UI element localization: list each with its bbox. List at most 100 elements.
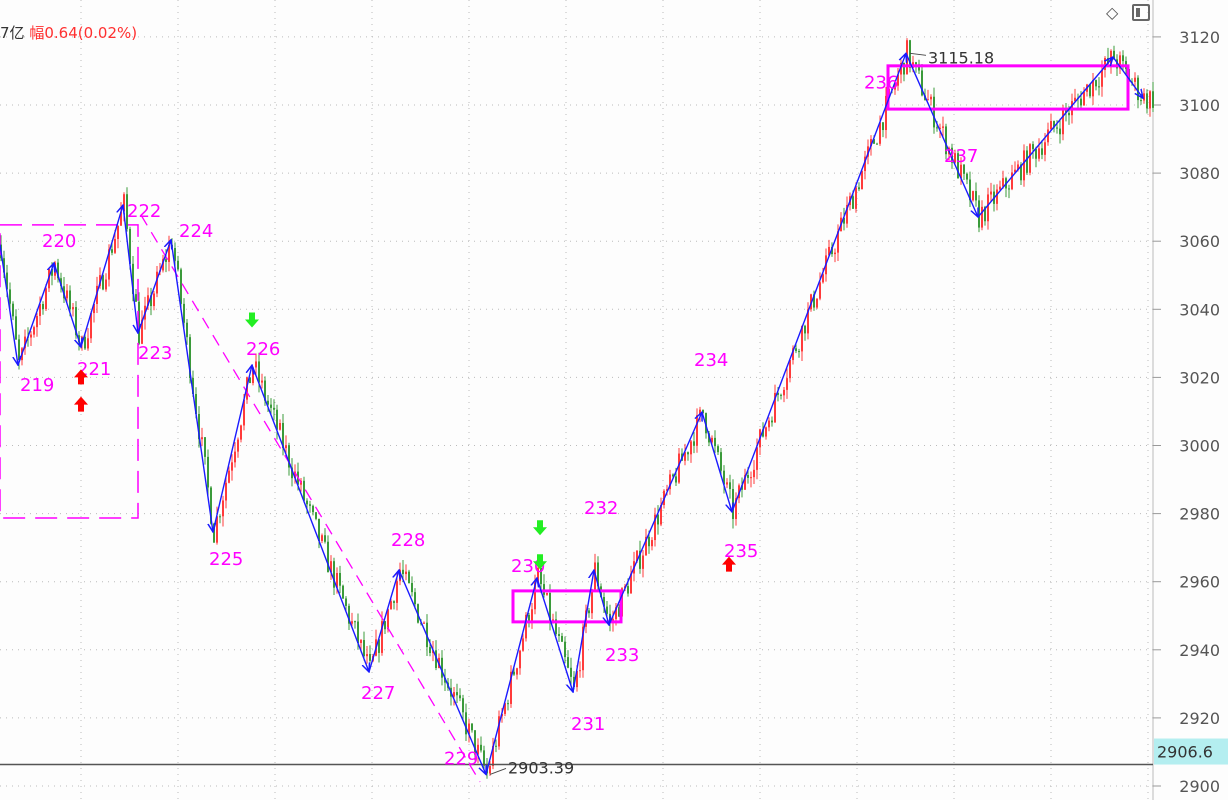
- candle-body: [717, 446, 719, 453]
- zigzag-segment: [977, 57, 1113, 218]
- candle-body: [777, 392, 779, 395]
- candle-body: [981, 206, 983, 228]
- candle-body: [441, 657, 443, 678]
- candle-body: [771, 420, 773, 423]
- candle-body: [1020, 164, 1022, 181]
- candle-body: [408, 571, 410, 584]
- candle-body: [327, 541, 329, 573]
- candle-body: [39, 303, 41, 317]
- candle-body: [294, 471, 296, 479]
- candle-body: [984, 206, 986, 222]
- candle-body: [1122, 55, 1124, 62]
- candle-body: [528, 614, 530, 623]
- candle-body: [201, 437, 203, 440]
- candle-body: [1152, 91, 1154, 108]
- candle-body: [156, 271, 158, 294]
- zigzag-segment: [122, 205, 138, 333]
- candle-body: [846, 204, 848, 224]
- candle-body: [597, 562, 599, 587]
- candle-body: [186, 322, 188, 338]
- candle-body: [309, 504, 311, 506]
- candle-body: [1026, 150, 1028, 173]
- candle-body: [918, 64, 920, 71]
- candle-body: [126, 194, 128, 229]
- candle-body: [453, 692, 455, 697]
- y-tick-label: 2960: [1179, 573, 1220, 592]
- candle-body: [69, 290, 71, 310]
- candle-body: [813, 294, 815, 308]
- candle-body: [996, 189, 998, 204]
- zigzag-segment: [53, 262, 81, 347]
- price-box: [0, 224, 139, 519]
- candle-body: [342, 585, 344, 599]
- y-tick-label: 3060: [1179, 232, 1220, 251]
- candle-body: [177, 260, 179, 270]
- candle-body: [312, 505, 314, 513]
- candle-body: [921, 70, 923, 96]
- candle-body: [492, 745, 494, 767]
- pivot-label: 234: [694, 350, 728, 371]
- candle-body: [816, 298, 818, 308]
- candle-body: [318, 518, 320, 542]
- zigzag-segment: [572, 570, 594, 693]
- candle-body: [570, 667, 572, 677]
- candle-body: [369, 654, 371, 661]
- candle-body: [537, 567, 539, 583]
- pivot-label: 219: [20, 375, 54, 396]
- candle-body: [273, 407, 275, 410]
- candle-body: [57, 262, 59, 279]
- y-tick-label: 2940: [1179, 641, 1220, 660]
- zigzag-segment: [398, 569, 486, 774]
- candle-body: [411, 583, 413, 593]
- candle-body: [33, 327, 35, 335]
- candle-body: [540, 567, 542, 585]
- candle-body: [351, 621, 353, 624]
- zigzag-segment: [212, 365, 252, 533]
- candle-body: [555, 619, 557, 635]
- candle-body: [723, 470, 725, 485]
- candle-body: [558, 634, 560, 636]
- candle-body: [108, 249, 110, 280]
- candle-body: [951, 147, 953, 163]
- candle-body: [1074, 97, 1076, 102]
- candle-body: [45, 288, 47, 310]
- candle-body: [423, 622, 425, 624]
- candle-body: [270, 404, 272, 408]
- candle-body: [429, 647, 431, 653]
- candle-body: [462, 698, 464, 713]
- candle-body: [75, 307, 77, 336]
- candle-body: [858, 187, 860, 190]
- candle-body: [606, 606, 608, 614]
- candle-body: [513, 671, 515, 675]
- candle-body: [321, 535, 323, 542]
- candle-body: [669, 474, 671, 490]
- candle-body: [498, 716, 500, 747]
- candle-body: [189, 337, 191, 378]
- candle-body: [393, 601, 395, 603]
- candle-body: [741, 485, 743, 490]
- zigzag-segment: [593, 569, 609, 625]
- extreme-leader: [909, 52, 927, 56]
- pivot-label: 220: [42, 231, 76, 252]
- candle-body: [936, 127, 938, 129]
- candle-body: [207, 456, 209, 488]
- candle-body: [582, 626, 584, 671]
- candle-body: [990, 191, 992, 195]
- zigzag-segment: [731, 53, 906, 513]
- candle-body: [276, 409, 278, 430]
- candle-body: [627, 586, 629, 594]
- chart-toolbar: ◇: [1106, 4, 1150, 21]
- candle-body: [279, 422, 281, 430]
- candle-body: [672, 474, 674, 477]
- pivot-label: 224: [179, 221, 213, 242]
- candle-body: [780, 394, 782, 396]
- diamond-icon[interactable]: ◇: [1106, 2, 1119, 22]
- candle-body: [204, 437, 206, 457]
- candle-body: [882, 122, 884, 131]
- sell-arrow-icon: [533, 554, 547, 570]
- buy-arrow-icon: [74, 369, 88, 385]
- panel-toggle-icon[interactable]: [1132, 4, 1150, 21]
- candle-body: [612, 619, 614, 622]
- pivot-label: 225: [209, 549, 243, 570]
